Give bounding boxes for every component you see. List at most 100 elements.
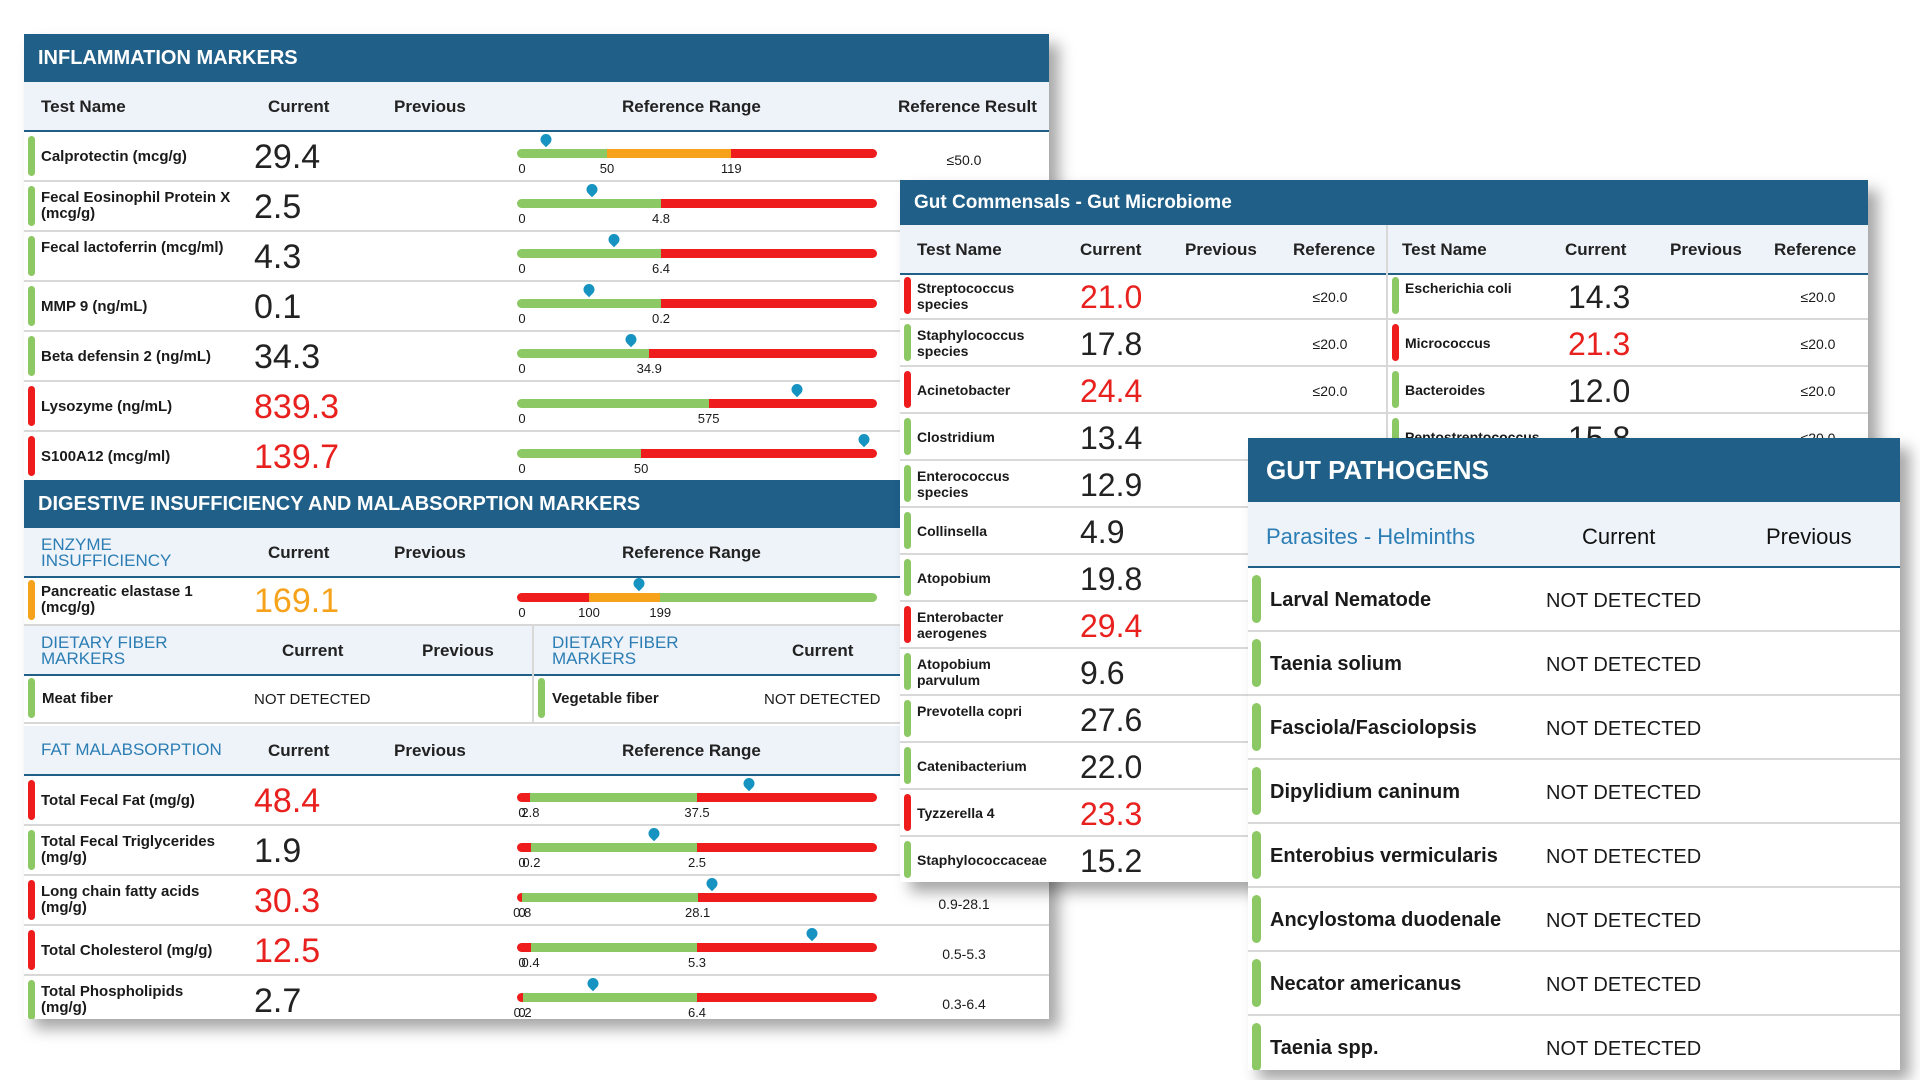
commensal-current-value: 27.6 <box>1080 702 1143 738</box>
commensal-row: Collinsella 4.9 <box>900 508 1386 555</box>
inflammation-range-seg-green <box>517 349 650 358</box>
com-right-col-test: Test Name <box>1402 240 1487 259</box>
commensal-row: Micrococcus 21.3 ≤20.0 <box>1388 320 1868 367</box>
fat-range-seg-red <box>696 843 877 852</box>
commensal-status-flag <box>1392 277 1399 314</box>
inflammation-range-tick: 575 <box>697 411 720 426</box>
commensal-row: Atopobium 19.8 <box>900 555 1386 602</box>
fat-range-seg-red <box>517 993 523 1002</box>
commensal-current-value: 24.4 <box>1080 373 1143 409</box>
commensal-current-value: 21.0 <box>1080 279 1143 315</box>
commensal-reference: ≤20.0 <box>1312 336 1348 352</box>
inflammation-range-tick: 50 <box>633 461 649 476</box>
fat-range-seg-green <box>530 793 697 802</box>
inflammation-test-name: Lysozyme (ng/mL) <box>41 398 173 415</box>
fiber-left-col-previous: Previous <box>422 641 494 660</box>
fat-current-value: 1.9 <box>254 832 302 870</box>
col-reference-result: Reference Result <box>898 97 1037 116</box>
fat-current-value: 2.7 <box>254 982 302 1019</box>
commensal-reference: ≤20.0 <box>1800 289 1836 305</box>
fat-range-tick: 0.8 <box>513 905 532 920</box>
inflammation-status-flag <box>28 386 35 426</box>
commensal-status-flag <box>904 747 911 784</box>
inflammation-status-flag <box>28 336 35 376</box>
pathogen-name: Larval Nematode <box>1270 589 1432 611</box>
pathogen-status-flag <box>1252 639 1261 687</box>
enzyme-value-marker <box>630 575 647 592</box>
fat-value-marker <box>585 975 601 992</box>
inflammation-range-tick: 119 <box>720 161 742 176</box>
commensal-test-name: Enterococcus species <box>917 468 1010 500</box>
inflammation-range-bar <box>517 149 877 158</box>
fat-range-seg-green <box>531 843 697 852</box>
inflammation-row: Lysozyme (ng/mL) 839.3 0 575 <box>24 381 1049 432</box>
fat-range-seg-red <box>517 843 532 852</box>
commensal-status-flag <box>1392 324 1399 361</box>
enzyme-range-tick: 100 <box>578 605 600 620</box>
inflammation-range-tick: 0.2 <box>651 311 671 326</box>
pathogen-status-flag <box>1252 767 1261 815</box>
fat-status-flag <box>28 830 35 870</box>
com-left-col-reference: Reference <box>1293 240 1376 259</box>
fat-col-range: Reference Range <box>622 741 761 760</box>
fat-range-seg-red <box>697 893 877 902</box>
inflammation-row: Fecal Eosinophil Protein X (mcg/g) 2.5 0 4.… <box>24 181 1049 232</box>
inflammation-title-text: INFLAMMATION MARKERS <box>38 46 298 69</box>
fat-range-seg-red <box>696 793 877 802</box>
fat-test-name: Long chain fatty acids (mg/g) <box>41 883 200 916</box>
commensal-current-value: 21.3 <box>1568 326 1631 362</box>
commensal-row: Staphylococcaceae 15.2 <box>900 837 1386 882</box>
inflammation-current-value: 2.5 <box>254 188 302 226</box>
pathogen-current-value: NOT DETECTED <box>1546 590 1702 612</box>
inflammation-current-value: 34.3 <box>254 338 321 376</box>
commensal-test-name: Staphylococcus species <box>917 327 1025 359</box>
fiber-divider <box>532 626 534 674</box>
fat-range-bar <box>517 943 877 952</box>
inflammation-header-row: Test Name Current Previous Reference Ran… <box>24 82 1049 132</box>
commensal-current-value: 12.0 <box>1568 373 1631 409</box>
pathogen-status-flag <box>1252 959 1261 1007</box>
inflammation-row: S100A12 (mcg/ml) 139.7 0 50 <box>24 431 1049 482</box>
digestive-title-text: DIGESTIVE INSUFFICIENCY AND MALABSORPTIO… <box>38 492 641 515</box>
fat-value-marker <box>704 875 720 892</box>
fat-range-seg-green <box>530 943 697 952</box>
commensal-test-name: Escherichia coli <box>1405 280 1512 296</box>
commensal-reference: ≤20.0 <box>1800 383 1836 399</box>
pathogen-row: Fasciola/Fasciolopsis NOT DETECTED <box>1248 696 1900 760</box>
fat-current-value: 30.3 <box>254 882 321 920</box>
inflammation-range-seg-red <box>661 199 877 208</box>
commensal-status-flag <box>1392 418 1399 455</box>
fat-test-name: Total Cholesterol (mg/g) <box>41 942 213 959</box>
com-left-col-test: Test Name <box>917 240 1002 259</box>
inflammation-status-flag <box>28 286 35 326</box>
fat-reference-result: 0.5-5.3 <box>942 946 986 962</box>
inflammation-range-tick: 0 <box>518 261 526 276</box>
enzyme-range-tick: 0 <box>518 605 526 620</box>
pathogen-current-value: NOT DETECTED <box>1546 718 1702 740</box>
commensal-status-flag <box>904 371 911 408</box>
enzyme-header-row: ENZYME INSUFFICIENCY Current Previous Re… <box>24 528 1049 578</box>
inflammation-status-flag <box>28 236 35 276</box>
pathogen-row: Taenia solium NOT DETECTED <box>1248 632 1900 696</box>
fat-value-marker <box>741 775 758 792</box>
col-reference-range: Reference Range <box>622 97 761 116</box>
fat-range-tick: 0.2 <box>513 1005 532 1019</box>
inflammation-test-name: MMP 9 (ng/mL) <box>41 298 148 315</box>
enzyme-range-bar <box>517 593 877 602</box>
inflammation-value-marker <box>856 431 872 448</box>
fat-range-seg-red <box>517 943 531 952</box>
commensals-title-text: Gut Commensals - Gut Microbiome <box>914 191 1232 213</box>
pathogens-section-label: Parasites - Helminths <box>1266 524 1476 549</box>
commensal-current-value: 22.0 <box>1080 749 1143 785</box>
pathogen-row: Necator americanus NOT DETECTED <box>1248 952 1900 1016</box>
pathogen-name: Taenia spp. <box>1270 1037 1379 1059</box>
fat-test-name: Total Phospholipids (mg/g) <box>41 983 184 1016</box>
enzyme-test-name: Pancreatic elastase 1 (mcg/g) <box>41 583 193 616</box>
com-right-col-current: Current <box>1565 240 1627 259</box>
inflammation-status-flag <box>28 436 35 476</box>
pathogens-title-text: GUT PATHOGENS <box>1266 454 1489 485</box>
commensal-reference: ≤20.0 <box>1800 336 1836 352</box>
commensal-reference: ≤20.0 <box>1312 289 1348 305</box>
inflammation-range-bar <box>517 399 877 408</box>
inflammation-range-seg-orange <box>607 149 732 158</box>
